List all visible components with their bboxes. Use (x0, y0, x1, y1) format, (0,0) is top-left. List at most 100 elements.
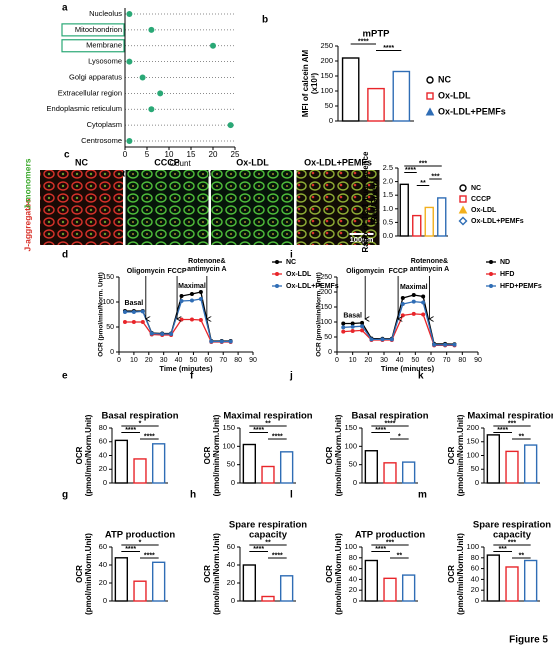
category-label: Centrosome (81, 136, 122, 145)
y-tick-label: 150 (320, 71, 333, 80)
y-tick-label: 100 (320, 319, 332, 326)
legend-marker (489, 260, 493, 264)
y-tick-label: 0 (329, 116, 333, 125)
scale-bar (349, 233, 374, 235)
channel-label: J-aggregates (22, 198, 32, 251)
legend-marker (426, 92, 434, 100)
micrograph (211, 170, 294, 245)
bar (505, 450, 519, 484)
annotation: Maximal (400, 284, 428, 291)
y-axis-label: OCR (325, 565, 334, 583)
y-tick-label: 0 (231, 596, 235, 605)
bar (392, 70, 411, 122)
legend-label: NC (438, 74, 451, 84)
image-label: NC (75, 157, 88, 167)
x-tick-label: 40 (175, 357, 183, 364)
legend-marker (489, 284, 493, 288)
data-point (169, 332, 174, 336)
y-tick-label: 2.0 (383, 177, 393, 186)
data-point (400, 302, 405, 306)
channel-label: J-monomers (22, 158, 32, 209)
chart-title: Maximal respiration (467, 411, 553, 422)
legend-marker (425, 107, 435, 116)
category-label: Nucleolus (89, 9, 122, 18)
y-tick-label: 50 (349, 460, 357, 469)
x-tick-label: 50 (190, 357, 198, 364)
x-tick-label: 80 (458, 357, 466, 364)
bar (505, 566, 519, 602)
x-tick-label: 70 (443, 357, 451, 364)
dot (126, 138, 133, 144)
panel-letter: c (64, 150, 70, 161)
panel-letter: k (418, 371, 424, 382)
legend-label: CCCP (471, 196, 491, 203)
significance-label: *** (431, 173, 439, 180)
significance-label: ** (265, 539, 271, 546)
bar (486, 554, 501, 602)
data-point (122, 320, 127, 324)
y-tick-label: 250 (320, 41, 333, 50)
legend-label: Ox-LDL (438, 90, 471, 100)
significance-label: *** (386, 539, 394, 546)
x-tick-label: 80 (234, 357, 242, 364)
x-tick-label: 0 (123, 150, 128, 159)
data-point (189, 292, 194, 296)
significance-label: **** (358, 38, 369, 45)
bar (523, 559, 538, 602)
data-point (341, 325, 346, 330)
significance-label: **** (405, 167, 416, 174)
annotation: Oligomycin (346, 268, 384, 275)
bar (279, 451, 294, 484)
panel-letter: i (290, 250, 293, 261)
panel-letter: l (290, 490, 293, 501)
significance-label: *** (508, 539, 516, 546)
data-point (360, 328, 365, 333)
y-tick-label: 40 (99, 450, 107, 459)
legend-label: Ox-LDL+PEMFs (286, 283, 339, 290)
y-tick-label: 40 (99, 560, 107, 569)
y-tick-label: 2.5 (383, 163, 393, 172)
panel-letter: b (262, 15, 268, 26)
y-tick-label: 20 (99, 578, 107, 587)
bar (261, 595, 275, 602)
significance-label: *** (508, 420, 516, 427)
y-tick-label: 0 (475, 596, 479, 605)
legend-label: HFD+PEMFs (500, 283, 542, 290)
legend-label: NC (286, 259, 296, 266)
panel-letter: d (62, 250, 68, 261)
dot (148, 26, 155, 33)
data-point (140, 309, 145, 314)
bar (364, 450, 379, 484)
category-label: Lysosome (88, 57, 122, 66)
y-tick-label: 60 (471, 564, 479, 573)
bar (341, 57, 360, 122)
bar (486, 434, 501, 484)
bar (401, 574, 416, 602)
significance-label: **** (144, 552, 155, 559)
y-tick-label: 80 (471, 553, 479, 562)
annotation: FCCP (168, 268, 187, 275)
y-tick-label: 0 (353, 596, 357, 605)
y-tick-label: 100 (320, 86, 333, 95)
x-tick-label: 30 (380, 357, 388, 364)
y-tick-label: 0 (475, 478, 479, 487)
y-axis-label: Ratio of JC-1 fluorescence (361, 151, 370, 252)
y-tick-label: 150 (222, 423, 235, 432)
annotation: Rotenone& (188, 258, 225, 265)
significance-label: ** (519, 552, 525, 559)
dot (126, 58, 133, 65)
y-tick-label: 0 (103, 596, 107, 605)
panel-letter: h (190, 490, 196, 501)
data-point (179, 294, 184, 298)
x-axis-label: Time (minutes) (159, 364, 213, 373)
data-point (411, 293, 416, 297)
category-label: Extracellular region (58, 88, 122, 97)
legend-marker (459, 195, 467, 203)
y-tick-label: 60 (99, 437, 107, 446)
y-tick-label: 200 (320, 56, 333, 65)
y-tick-label: 200 (466, 423, 479, 432)
y-tick-label: 200 (320, 289, 332, 296)
x-tick-label: 70 (219, 357, 227, 364)
chart-title: mPTP (363, 29, 391, 40)
data-point (369, 337, 374, 342)
